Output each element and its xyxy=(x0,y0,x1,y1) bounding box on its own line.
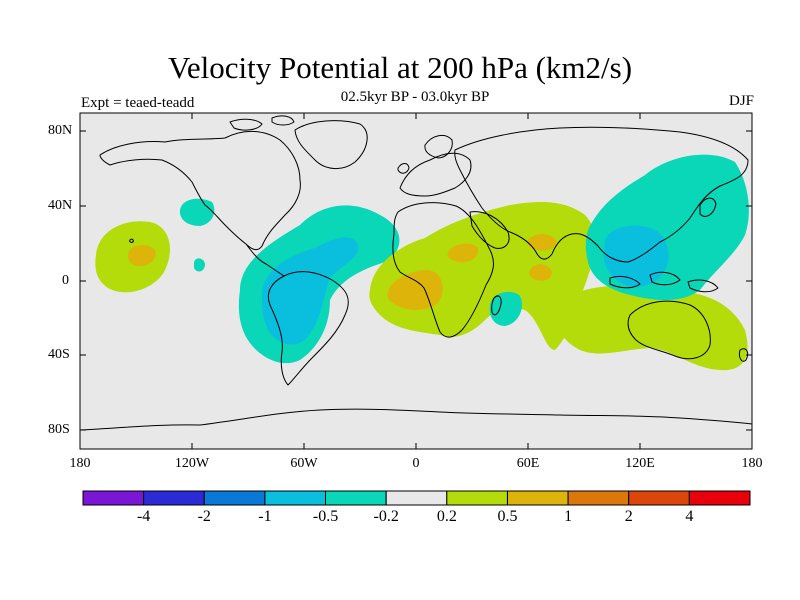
negative-core-americas xyxy=(262,237,359,345)
colorbar-label: -0.2 xyxy=(373,508,399,525)
colorbar-swatch xyxy=(325,490,387,506)
lat-ticks xyxy=(80,130,752,431)
positive-core-pacific xyxy=(127,245,156,266)
colorbar-label: 0.2 xyxy=(436,508,457,525)
experiment-label: Expt = teaed-teadd xyxy=(81,95,195,111)
colorbar-label: 2 xyxy=(624,508,633,525)
colorbar-swatch xyxy=(385,490,448,506)
colorbar-label: -0.5 xyxy=(312,508,339,525)
colorbar-swatch xyxy=(203,490,266,506)
season-label: DJF xyxy=(728,93,754,109)
contour-fills xyxy=(95,154,749,371)
lon-label-120w: 120W xyxy=(174,456,210,471)
lat-label-40s: 40S xyxy=(48,347,70,362)
lon-label-0: 0 xyxy=(412,456,420,471)
positive-cell-australia xyxy=(556,285,748,371)
coastlines xyxy=(80,115,752,431)
lon-label-120e: 120E xyxy=(625,456,655,471)
colorbar-label: 1 xyxy=(564,508,573,525)
lon-label-60e: 60E xyxy=(516,456,540,471)
lat-label-80s: 80S xyxy=(48,422,70,437)
lon-label-180e: 180 xyxy=(741,456,763,471)
negative-core-asia xyxy=(603,225,669,287)
colorbar-swatch xyxy=(264,490,326,506)
colorbar-swatch xyxy=(446,490,508,506)
lat-label-40n: 40N xyxy=(48,198,73,213)
lat-label-0: 0 xyxy=(62,273,69,288)
colorbar-swatch xyxy=(82,490,145,506)
lat-label-80n: 80N xyxy=(48,123,73,138)
colorbar-swatch xyxy=(507,490,569,506)
colorbar-label: -1 xyxy=(258,508,272,525)
positive-core-india xyxy=(527,234,557,251)
colorbar-swatch xyxy=(628,490,690,506)
colorbar-swatch xyxy=(567,490,630,506)
plot-subtitle: 02.5kyr BP - 03.0kyr BP xyxy=(340,89,490,105)
colorbar-label: -4 xyxy=(136,508,151,525)
lon-ticks xyxy=(191,113,641,449)
colorbar-swatch xyxy=(688,490,751,506)
positive-core-indian-ocean xyxy=(529,264,552,281)
negative-patch-madagascar xyxy=(489,291,523,326)
lon-label-60w: 60W xyxy=(290,456,318,471)
positive-core-arabia xyxy=(447,243,479,263)
colorbar-label: 4 xyxy=(685,508,694,525)
negative-patch-ep xyxy=(194,258,205,272)
lon-label-180w: 180 xyxy=(69,456,91,471)
colorbar-label: 0.5 xyxy=(497,508,518,525)
plot-title: Velocity Potential at 200 hPa (km2/s) xyxy=(167,50,633,85)
colorbar xyxy=(82,490,751,506)
colorbar-label: -2 xyxy=(197,508,211,525)
colorbar-swatch xyxy=(143,490,205,506)
